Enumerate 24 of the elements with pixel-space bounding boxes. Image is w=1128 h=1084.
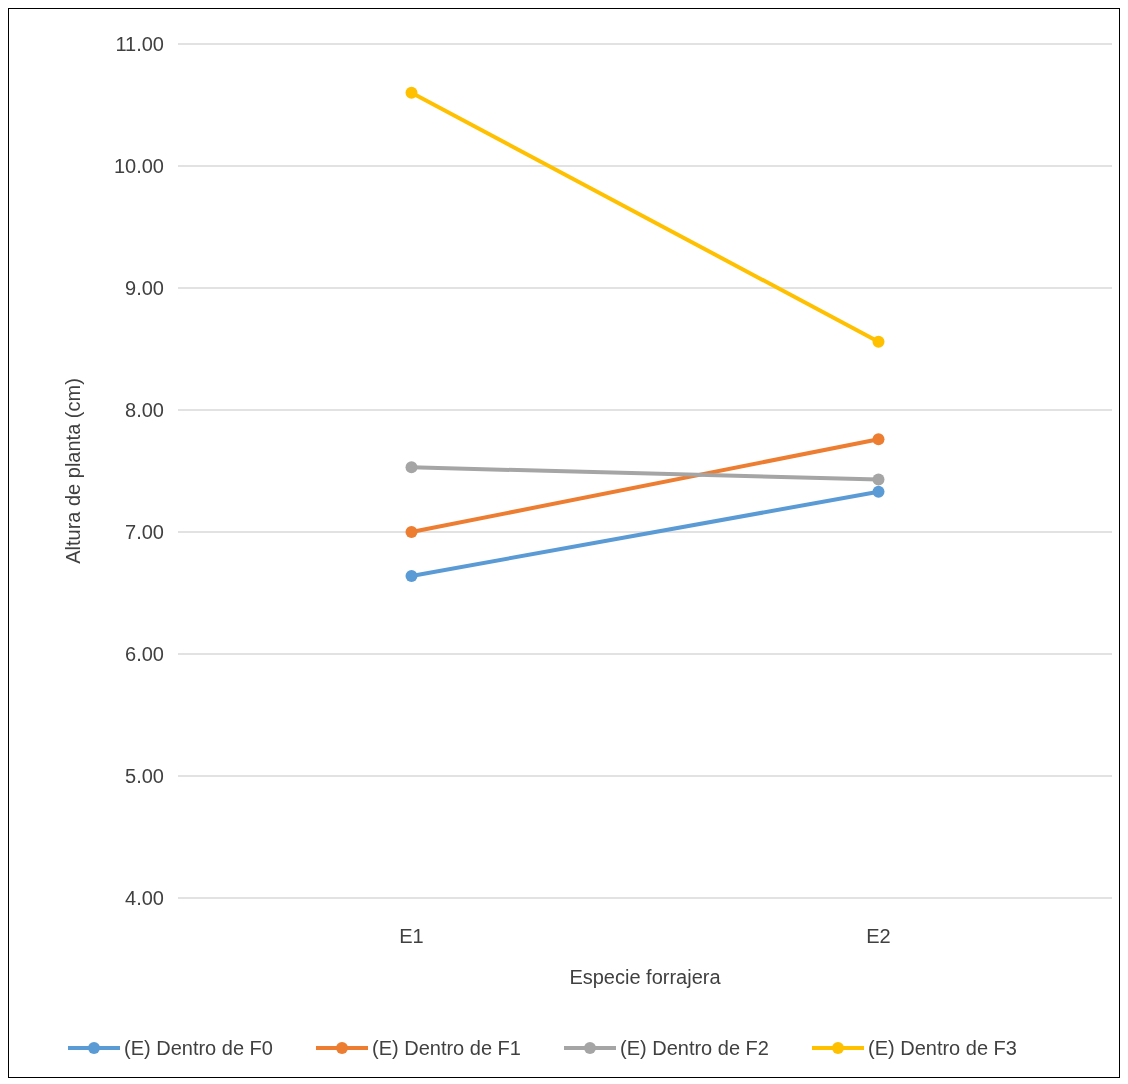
y-tick-label: 4.00: [125, 887, 164, 909]
x-axis-title: Especie forrajera: [569, 966, 722, 988]
point: [405, 86, 418, 99]
y-tick-label: 7.00: [125, 521, 164, 543]
point: [872, 433, 885, 446]
legend-label: (E) Dentro de F0: [124, 1037, 273, 1059]
x-tick-label: E1: [399, 925, 424, 947]
x-tick-label: E2: [866, 925, 891, 947]
point: [872, 485, 885, 498]
y-tick-label: 11.00: [115, 33, 164, 55]
y-tick-label: 9.00: [125, 277, 164, 299]
y-tick-label: 6.00: [125, 643, 164, 665]
point: [405, 461, 418, 474]
y-tick-label: 5.00: [125, 765, 164, 787]
y-tick-label: 10.00: [113, 155, 164, 177]
legend-label: (E) Dentro de F2: [620, 1037, 769, 1059]
legend-label: (E) Dentro de F1: [372, 1037, 521, 1059]
point: [872, 335, 885, 348]
legend-label: (E) Dentro de F3: [868, 1037, 1017, 1059]
point: [405, 569, 418, 582]
y-axis-title: Altura de planta (cm): [62, 378, 84, 564]
point: [872, 473, 885, 486]
y-tick-label: 8.00: [125, 399, 164, 421]
point: [405, 526, 418, 538]
